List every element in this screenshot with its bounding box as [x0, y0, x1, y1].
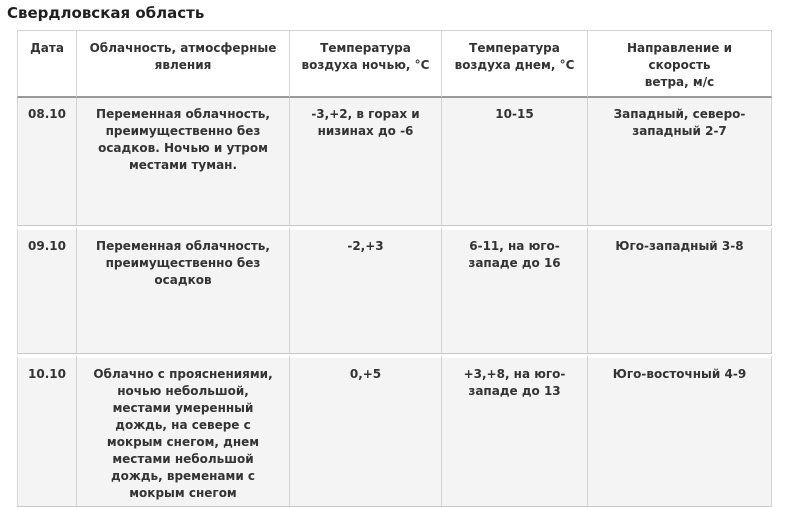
forecast-table: Дата Облачность, атмосферные явления Тем…	[17, 30, 772, 507]
cell-temp-day: 10-15	[442, 98, 588, 226]
column-header-wind: Направление и скорость ветра, м/с	[588, 30, 772, 98]
column-header-date: Дата	[17, 30, 77, 98]
cell-temp-day: +3,+8, на юго-западе до 13	[442, 354, 588, 507]
cell-clouds: Переменная облачность, преимущественно б…	[77, 98, 290, 226]
cell-clouds: Переменная облачность, преимущественно б…	[77, 226, 290, 354]
column-header-temp-day: Температура воздуха днем, °C	[442, 30, 588, 98]
table-row: 09.10 Переменная облачность, преимуществ…	[17, 226, 772, 354]
cell-date: 09.10	[17, 226, 77, 354]
cell-temp-night: -2,+3	[290, 226, 442, 354]
cell-date: 08.10	[17, 98, 77, 226]
column-header-temp-night: Температура воздуха ночью, °C	[290, 30, 442, 98]
cell-temp-night: -3,+2, в горах и низинах до -6	[290, 98, 442, 226]
cell-temp-night: 0,+5	[290, 354, 442, 507]
cell-wind: Юго-западный 3-8	[588, 226, 772, 354]
table-row: 08.10 Переменная облачность, преимуществ…	[17, 98, 772, 226]
table-row: 10.10 Облачно с прояснениями, ночью небо…	[17, 354, 772, 507]
cell-wind: Западный, северо-западный 2-7	[588, 98, 772, 226]
page-title: Свердловская область	[7, 4, 205, 22]
table-header-row: Дата Облачность, атмосферные явления Тем…	[17, 30, 772, 98]
cell-clouds: Облачно с прояснениями, ночью небольшой,…	[77, 354, 290, 507]
cell-date: 10.10	[17, 354, 77, 507]
cell-temp-day: 6-11, на юго-западе до 16	[442, 226, 588, 354]
column-header-clouds: Облачность, атмосферные явления	[77, 30, 290, 98]
cell-wind: Юго-восточный 4-9	[588, 354, 772, 507]
